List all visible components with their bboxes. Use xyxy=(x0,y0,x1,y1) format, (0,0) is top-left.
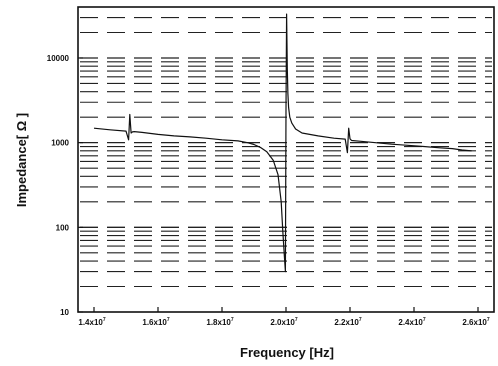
tick-marks xyxy=(78,57,479,313)
x-tick-label: 1.6x107 xyxy=(142,317,169,327)
y-tick-label: 10000 xyxy=(47,54,70,63)
x-tick-label: 2.0x107 xyxy=(270,317,297,327)
y-tick-labels: 10 100 1000 10000 xyxy=(47,54,70,317)
x-axis-label: Frequency [Hz] xyxy=(240,345,334,360)
y-tick-label: 100 xyxy=(56,223,70,232)
series-layer xyxy=(93,13,472,273)
y-axis-label: Impedance[ Ω ] xyxy=(14,113,29,207)
x-tick-label: 2.6x107 xyxy=(462,317,489,327)
x-tick-label: 1.4x107 xyxy=(78,317,105,327)
x-tick-label: 1.8x107 xyxy=(206,317,233,327)
x-tick-labels: 1.4x107 1.6x107 1.8x107 2.0x107 2.2x107 2.4x1… xyxy=(78,317,489,327)
y-tick-label: 1000 xyxy=(51,139,69,148)
impedance-series-line xyxy=(93,13,472,273)
x-tick-label: 2.2x107 xyxy=(334,317,361,327)
y-tick-label: 10 xyxy=(60,308,69,317)
x-tick-label: 2.4x107 xyxy=(398,317,425,327)
